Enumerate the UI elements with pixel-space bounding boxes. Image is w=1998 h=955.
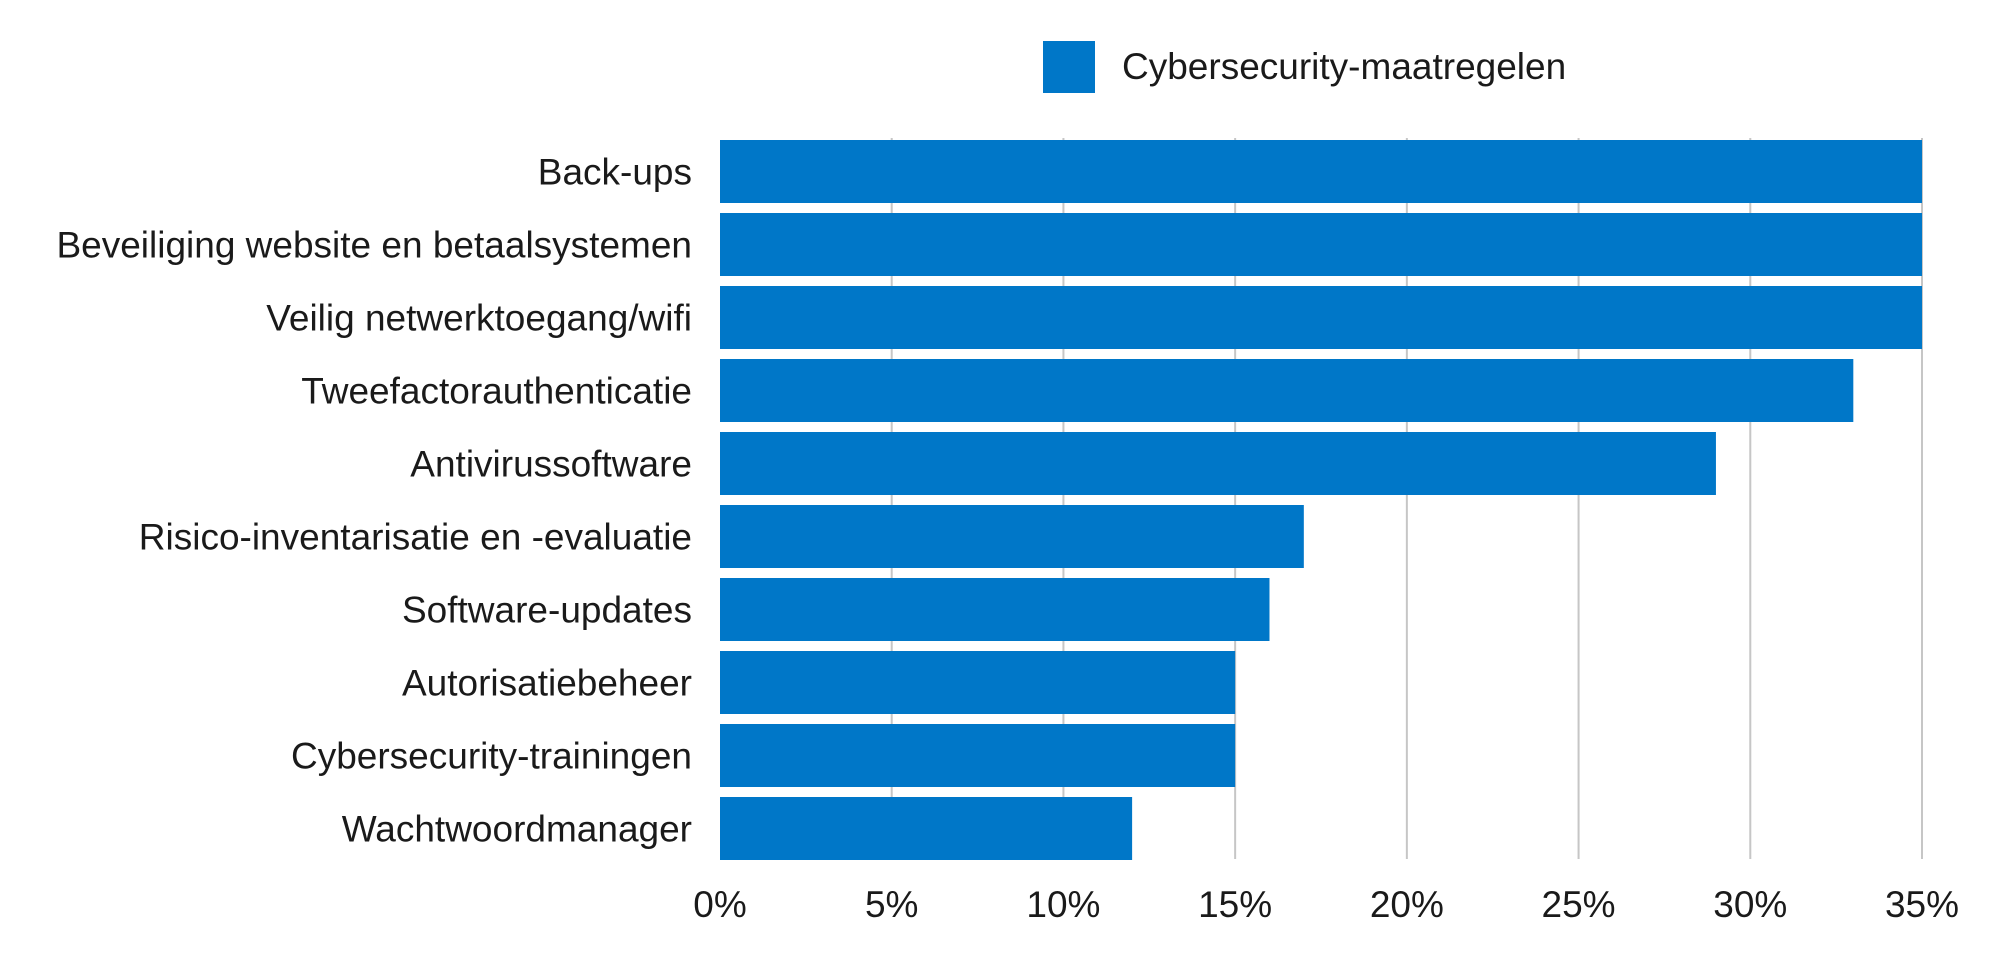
x-tick-labels: 0% 5% 10% 15% 20% 25% 30% 35% [693,884,1959,925]
x-tick-label: 25% [1542,884,1616,925]
x-tick-label: 30% [1713,884,1787,925]
bars [720,140,1922,860]
bar [720,724,1236,787]
category-label: Antivirussoftware [410,444,692,485]
category-label: Risico-inventarisatie en -evaluatie [139,517,692,558]
bar [720,286,1922,349]
legend-swatch [1043,41,1095,93]
category-label: Tweefactorauthenticatie [301,371,692,412]
bar [720,359,1854,422]
legend: Cybersecurity-maatregelen [1043,41,1566,93]
category-label: Autorisatiebeheer [402,663,692,704]
category-label: Back-ups [538,152,692,193]
category-label: Cybersecurity-trainingen [291,736,692,777]
bar [720,578,1270,641]
category-label: Software-updates [402,590,692,631]
bar [720,213,1922,276]
x-tick-label: 15% [1198,884,1272,925]
x-tick-label: 0% [693,884,746,925]
legend-label: Cybersecurity-maatregelen [1122,46,1566,87]
bar [720,797,1133,860]
category-label: Wachtwoordmanager [342,809,692,850]
x-tick-label: 35% [1885,884,1959,925]
category-label: Veilig netwerktoegang/wifi [266,298,692,339]
x-tick-label: 5% [865,884,918,925]
bar [720,432,1716,495]
category-label: Beveiliging website en betaalsystemen [56,225,692,266]
bar [720,140,1922,203]
x-tick-label: 10% [1026,884,1100,925]
category-labels: Back-ups Beveiliging website en betaalsys… [56,152,692,850]
bar [720,505,1304,568]
x-tick-label: 20% [1370,884,1444,925]
bar [720,651,1236,714]
